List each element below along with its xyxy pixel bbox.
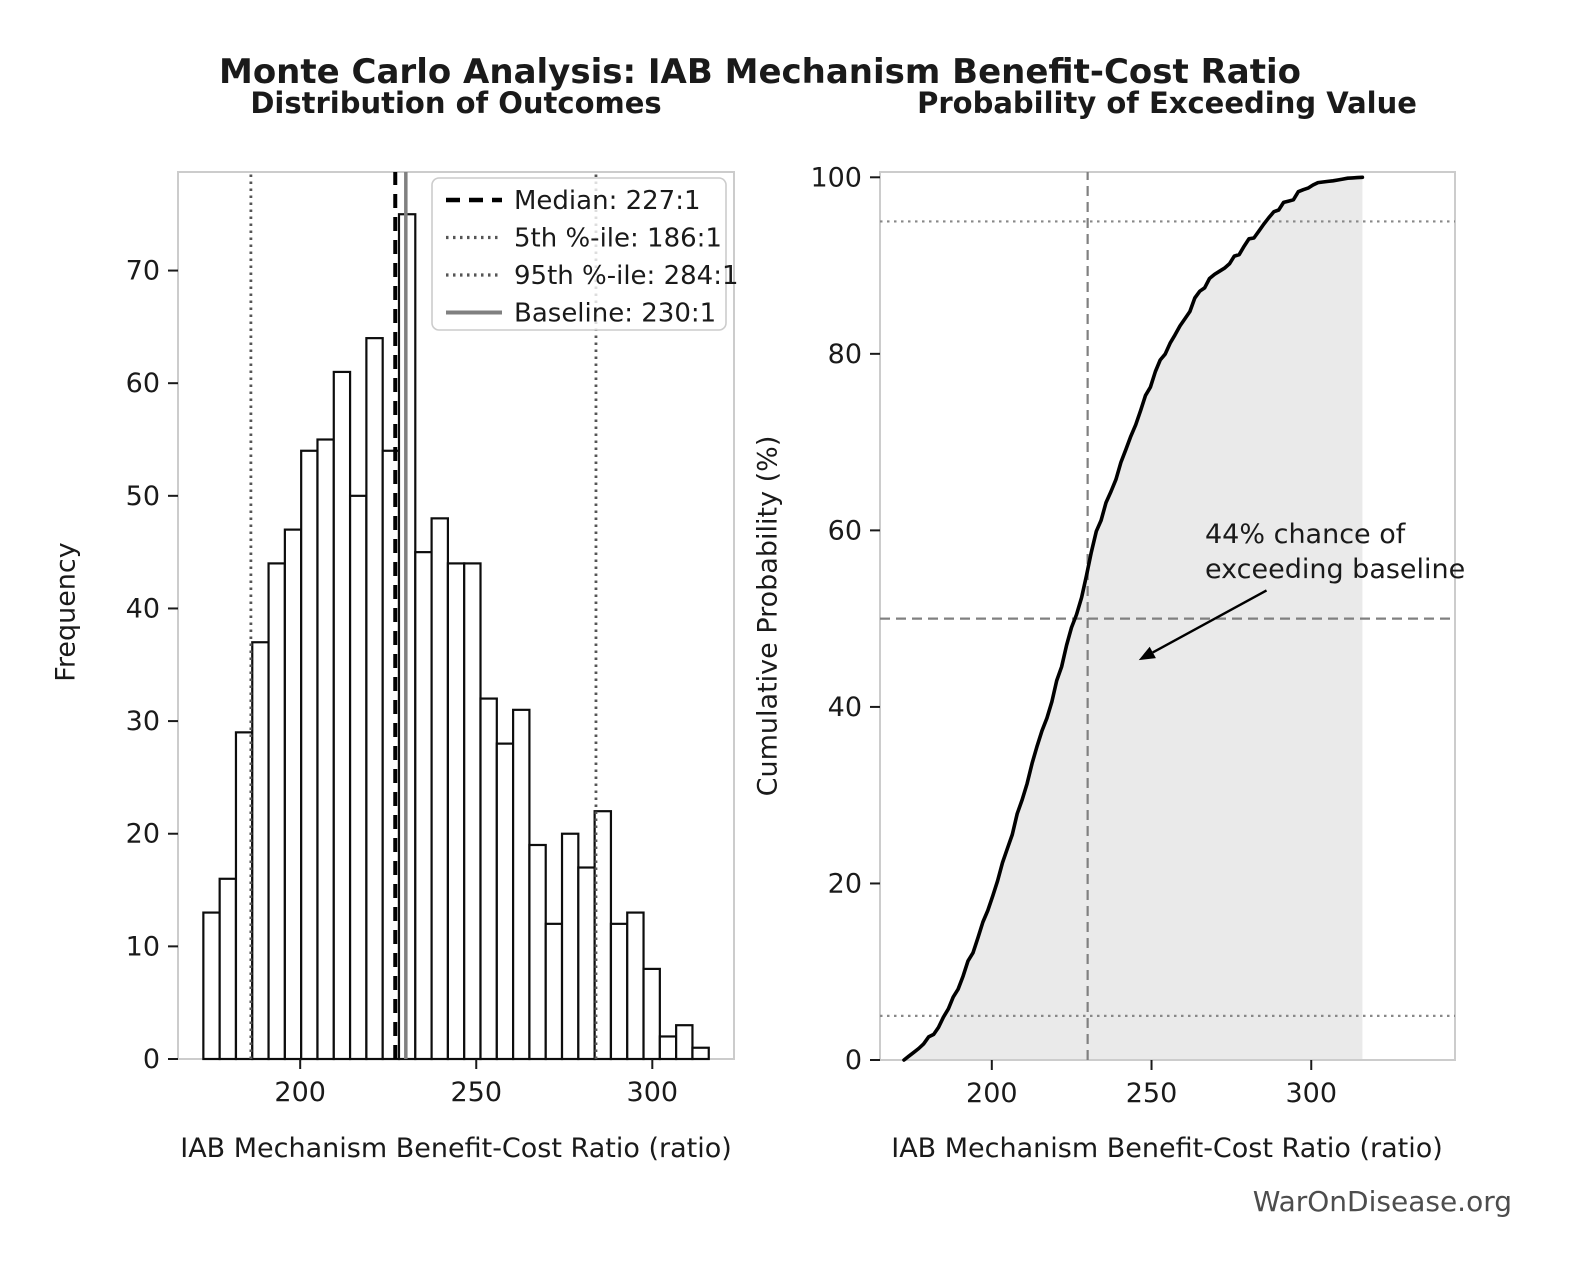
right-x-axis-label: IAB Mechanism Benefit-Cost Ratio (ratio)	[891, 1133, 1443, 1164]
annotation-arrow-line	[1152, 589, 1268, 654]
histogram-bar	[430, 517, 450, 1061]
histogram-bar	[463, 562, 482, 1061]
histogram-bar	[348, 494, 368, 1061]
y-tick-label: 70	[126, 256, 160, 287]
watermark: WarOnDisease.org	[1252, 1185, 1512, 1218]
histogram-bar	[512, 708, 531, 1061]
left-subplot-title: Distribution of Outcomes	[250, 86, 662, 120]
x-tick-label: 300	[627, 1077, 679, 1108]
histogram-bar	[626, 911, 645, 1061]
annotation-arrow-head	[1138, 646, 1156, 661]
cdf-annotation-line1: 44% chance of	[1205, 519, 1406, 550]
legend-box	[431, 177, 727, 331]
x-tick-label: 200	[274, 1077, 326, 1108]
y-tick-label: 0	[143, 1044, 160, 1075]
y-tick-label: 40	[828, 692, 862, 723]
legend: Median: 227:1 5th %-ile: 186:1 95th %-ile:…	[431, 177, 739, 331]
histogram-bar	[495, 742, 515, 1061]
histogram-bar	[577, 866, 596, 1061]
left-x-axis-label: IAB Mechanism Benefit-Cost Ratio (ratio)	[180, 1133, 732, 1164]
histogram-bar	[316, 438, 335, 1061]
y-tick-label: 60	[828, 515, 862, 546]
x-tick-label: 200	[966, 1078, 1018, 1109]
x-tick-label: 300	[1285, 1078, 1337, 1109]
histogram-bar	[544, 922, 564, 1061]
histogram-bar	[560, 832, 580, 1061]
histogram-bar	[658, 1035, 678, 1061]
cdf-fill-area	[904, 177, 1363, 1061]
histogram-bars	[202, 213, 710, 1061]
y-tick-label: 50	[126, 481, 160, 512]
y-tick-label: 40	[126, 593, 160, 624]
cdf-plot: 200 250 300 0 20 40 60 80 100	[810, 162, 1456, 1109]
cdf-curve	[902, 175, 1365, 1062]
histogram-bar	[642, 967, 661, 1061]
y-tick-label: 60	[126, 368, 160, 399]
histogram-bar	[479, 697, 498, 1061]
histogram-bar	[267, 562, 286, 1061]
histogram-bar	[609, 922, 629, 1061]
figure-title: Monte Carlo Analysis: IAB Mechanism Bene…	[218, 52, 1302, 92]
histogram-bar	[300, 449, 319, 1061]
histogram-bar	[414, 551, 433, 1061]
histogram-bar	[446, 562, 466, 1061]
cdf-annotation-line2: exceeding baseline	[1205, 554, 1466, 585]
histogram-bar	[675, 1024, 694, 1061]
legend-label: Baseline: 230:1	[514, 299, 716, 329]
x-tick-label: 250	[450, 1077, 502, 1108]
histogram-bar	[218, 877, 238, 1061]
histogram-bar	[691, 1046, 710, 1061]
histogram-bar	[528, 843, 547, 1061]
y-tick-label: 100	[810, 162, 862, 193]
y-tick-label: 20	[126, 819, 160, 850]
histogram-bar	[251, 641, 270, 1061]
y-tick-label: 10	[126, 931, 160, 962]
y-tick-label: 20	[828, 868, 862, 899]
y-tick-label: 0	[845, 1045, 862, 1076]
x-tick-label: 250	[1126, 1078, 1178, 1109]
legend-label: 5th %-ile: 186:1	[514, 224, 722, 254]
histogram-bar	[365, 337, 384, 1061]
legend-label: 95th %-ile: 284:1	[514, 261, 739, 291]
y-tick-label: 80	[828, 339, 862, 370]
y-tick-label: 30	[126, 706, 160, 737]
cdf-annotation: 44% chance of exceeding baseline	[1205, 517, 1465, 587]
histogram-bar	[332, 370, 352, 1061]
plot-spines	[879, 171, 1456, 1061]
right-subplot-title: Probability of Exceeding Value	[917, 86, 1417, 120]
histogram-bar	[283, 528, 303, 1061]
histogram-bar	[202, 911, 221, 1061]
legend-label: Median: 227:1	[514, 186, 701, 216]
histogram-plot: 200 250 300 0 10 20 30 40 50 60 70 Median: 227:1 5th…	[126, 171, 739, 1108]
